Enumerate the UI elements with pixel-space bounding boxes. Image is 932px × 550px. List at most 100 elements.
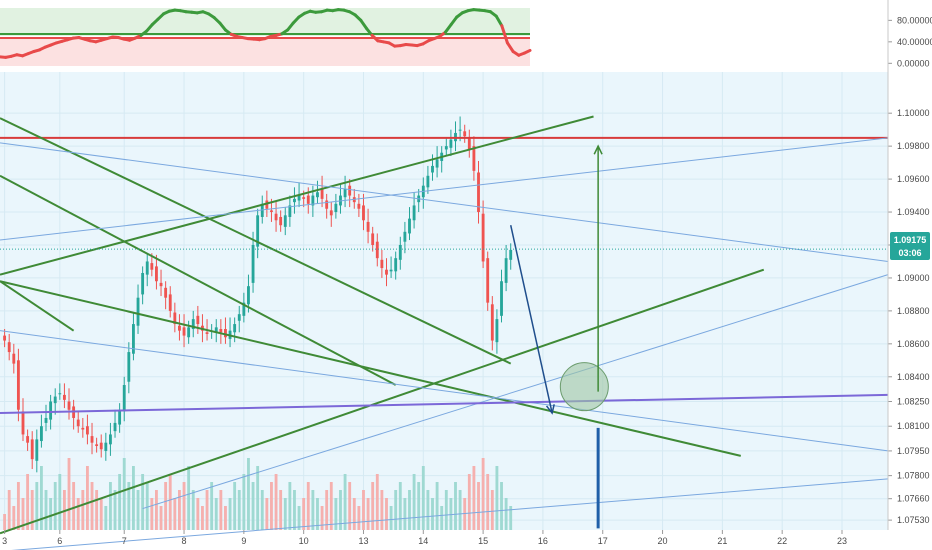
- candle-body: [44, 417, 48, 423]
- candle-body: [76, 419, 80, 427]
- volume-bar: [472, 466, 476, 530]
- volume-bar: [417, 482, 421, 530]
- candle-body: [26, 436, 30, 443]
- volume-bar: [210, 482, 214, 530]
- candle-body: [53, 396, 57, 404]
- current-price-tag: 1.09175 03:06: [890, 232, 930, 260]
- volume-bar: [366, 498, 370, 530]
- volume-bar: [435, 482, 439, 530]
- candle-body: [113, 422, 117, 432]
- candle-body: [495, 319, 499, 343]
- volume-bar: [362, 490, 365, 530]
- candle-body: [242, 302, 246, 316]
- volume-bar: [155, 490, 158, 530]
- oscillator-zone-up: [0, 8, 530, 36]
- oscillator-zone-down: [0, 38, 530, 66]
- oscillator-segment: [522, 48, 532, 55]
- volume-bar: [12, 506, 16, 530]
- candle-body: [371, 233, 375, 245]
- volume-bar: [293, 490, 296, 530]
- trendline-green: [0, 268, 765, 535]
- volume-bar: [113, 490, 117, 530]
- volume-bar: [302, 498, 306, 530]
- volume-bar: [412, 474, 416, 530]
- candle-body: [385, 269, 388, 275]
- candle-body: [67, 401, 71, 410]
- price-tick-label: 1.08800: [897, 306, 930, 316]
- candle-body: [334, 203, 338, 213]
- trendline-blue: [0, 137, 889, 241]
- candle-body: [182, 327, 186, 336]
- volume-bar: [265, 498, 269, 530]
- volume-bar: [237, 490, 241, 530]
- volume-bar: [380, 490, 384, 530]
- volume-bar: [219, 490, 223, 530]
- volume-bar: [426, 490, 430, 530]
- volume-bar: [490, 490, 494, 530]
- candle-body: [118, 409, 122, 425]
- candle-body: [39, 426, 43, 442]
- volume-bar: [500, 482, 503, 530]
- volume-bar: [95, 490, 99, 530]
- volume-bar: [159, 506, 163, 530]
- candle-body: [343, 188, 347, 198]
- candle-body: [449, 139, 453, 148]
- volume-bar: [224, 506, 227, 530]
- volume-bar: [72, 482, 76, 530]
- candle-body: [463, 131, 467, 137]
- volume-bar: [467, 474, 471, 530]
- projection-arrow-line: [509, 225, 553, 414]
- candle-body: [403, 231, 407, 242]
- projection-arrow-head: [593, 144, 603, 155]
- candle-body: [104, 442, 108, 451]
- trendline-green: [0, 280, 75, 332]
- candle-body: [256, 215, 260, 247]
- volume-bar: [385, 498, 388, 530]
- candle-body: [297, 195, 301, 201]
- volume-bar: [141, 474, 145, 530]
- candle-body: [320, 188, 324, 199]
- volume-bar: [7, 490, 11, 530]
- price-tick-label: 1.08250: [897, 396, 930, 406]
- oscillator-segment: [505, 41, 515, 53]
- trendline-green: [0, 117, 512, 365]
- trendline-green: [0, 115, 594, 276]
- volume-bar: [90, 482, 94, 530]
- candle-body: [35, 439, 39, 461]
- x-tick-label: 21: [717, 536, 727, 546]
- x-tick-label: 13: [358, 536, 368, 546]
- volume-bar: [67, 458, 71, 530]
- candle-body: [122, 385, 126, 412]
- price-tick-label: 1.07950: [897, 446, 930, 456]
- candle-body: [316, 192, 319, 198]
- volume-bar: [26, 474, 30, 530]
- volume-bar: [279, 490, 283, 530]
- volume-bar: [329, 482, 333, 530]
- candle-body: [16, 360, 20, 410]
- candle-body: [472, 146, 476, 171]
- candle-body: [325, 200, 329, 209]
- candle-body: [394, 258, 398, 272]
- candle-body: [260, 203, 264, 217]
- candle-body: [127, 352, 131, 382]
- candle-body: [412, 205, 416, 221]
- candle-body: [366, 221, 370, 232]
- volume-bar: [389, 506, 393, 530]
- volume-bar: [348, 482, 352, 530]
- volume-bar: [509, 506, 513, 530]
- volume-bar: [214, 498, 218, 530]
- candle-body: [62, 394, 66, 400]
- candle-body: [329, 210, 333, 216]
- candle-body: [251, 244, 255, 283]
- x-tick-label: 8: [182, 536, 187, 546]
- candle-body: [81, 427, 85, 430]
- candle-body: [145, 261, 149, 275]
- volume-bar: [81, 490, 85, 530]
- volume-bar: [325, 490, 329, 530]
- projection-arrow-head: [545, 404, 555, 415]
- volume-bar: [122, 458, 126, 530]
- price-tick-label: 1.07530: [897, 515, 930, 525]
- oscillator-tick-label: 80.00000: [897, 15, 932, 25]
- volume-bar: [76, 498, 80, 530]
